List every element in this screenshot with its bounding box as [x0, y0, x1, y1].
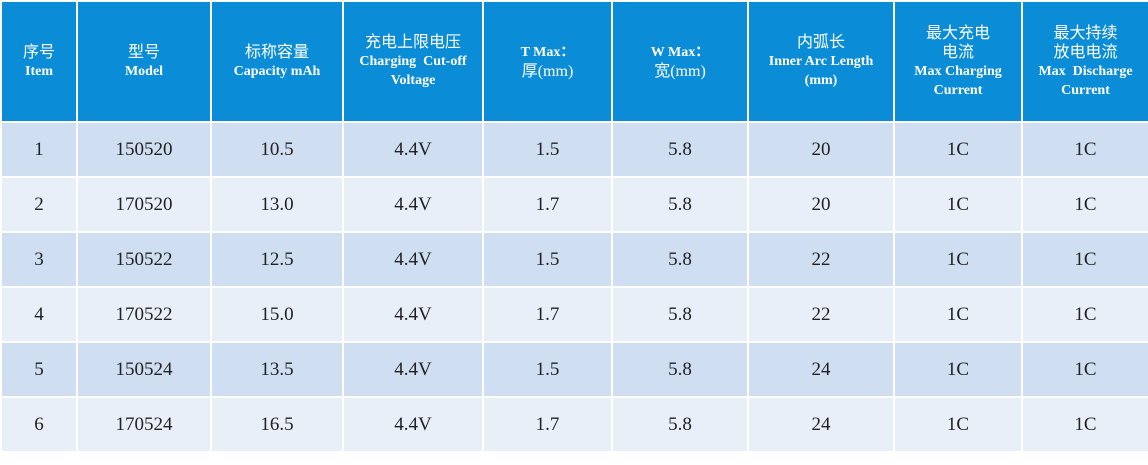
- table-cell: 5: [0, 341, 78, 398]
- table-cell: 5.8: [611, 231, 749, 288]
- table-cell: 1C: [893, 231, 1023, 288]
- header-text: Max Charging: [914, 63, 1002, 79]
- table-cell: 170522: [76, 286, 212, 343]
- header-text: Inner Arc Length: [768, 54, 874, 69]
- table-cell: 4.4V: [342, 231, 484, 288]
- table-header: 序号 Item 型号 Model 标称容量 Capacity mAh 充电上限电压 Charg…: [0, 0, 1148, 123]
- table-cell: 150524: [76, 341, 212, 398]
- header-text: Max Discharge: [1038, 63, 1133, 79]
- table-cell: 170520: [76, 176, 212, 233]
- header-text: Voltage: [390, 73, 436, 88]
- table-row: 6 170524 16.5 4.4V 1.7 5.8 24 1C 1C: [0, 396, 1148, 453]
- table-cell: 22: [747, 231, 895, 288]
- table-cell: 4.4V: [342, 396, 484, 453]
- header-cell: 最大持续 放电电流 Max Discharge Current: [1021, 0, 1148, 123]
- table-cell: 1C: [893, 341, 1023, 398]
- table-cell: 24: [747, 396, 895, 453]
- table-cell: 2: [0, 176, 78, 233]
- table-cell: 5.8: [611, 396, 749, 453]
- header-text: 序号: [22, 43, 55, 61]
- header-cell: 标称容量 Capacity mAh: [210, 0, 344, 123]
- table-row: 4 170522 15.0 4.4V 1.7 5.8 22 1C 1C: [0, 286, 1148, 343]
- table-cell: 1.5: [482, 121, 613, 178]
- table-cell: 4.4V: [342, 121, 484, 178]
- header-text: Model: [124, 63, 164, 79]
- table-cell: 13.5: [210, 341, 344, 398]
- table-cell: 4.4V: [342, 286, 484, 343]
- table-cell: 170524: [76, 396, 212, 453]
- table-cell: 1C: [1021, 396, 1148, 453]
- table-body: 1 150520 10.5 4.4V 1.5 5.8 20 1C 1C 2 170520 13.0 4.…: [0, 121, 1148, 453]
- header-cell: 型号 Model: [76, 0, 212, 123]
- table-cell: 150522: [76, 231, 212, 288]
- header-text: 宽(mm): [654, 62, 706, 80]
- table-cell: 20: [747, 121, 895, 178]
- table-cell: 1C: [893, 121, 1023, 178]
- table-cell: 4.4V: [342, 341, 484, 398]
- table-cell: 1C: [1021, 121, 1148, 178]
- table-cell: 1.7: [482, 176, 613, 233]
- header-text: 最大持续: [1053, 24, 1118, 42]
- table-cell: 1C: [1021, 231, 1148, 288]
- header-text: 标称容量: [244, 43, 309, 61]
- header-row: 序号 Item 型号 Model 标称容量 Capacity mAh 充电上限电压 Charg…: [0, 0, 1148, 123]
- table-cell: 24: [747, 341, 895, 398]
- table-row: 2 170520 13.0 4.4V 1.7 5.8 20 1C 1C: [0, 176, 1148, 233]
- header-text: Current: [933, 82, 983, 98]
- header-text: 型号: [127, 43, 160, 61]
- table-cell: 1C: [893, 176, 1023, 233]
- header-text: Charging Cut-off: [359, 54, 467, 69]
- header-text: 充电上限电压: [364, 34, 461, 51]
- header-text: 放电电流: [1053, 43, 1118, 61]
- header-cell: T Max： 厚(mm): [482, 0, 613, 123]
- table-row: 5 150524 13.5 4.4V 1.5 5.8 24 1C 1C: [0, 341, 1148, 398]
- header-cell: 充电上限电压 Charging Cut-off Voltage: [342, 0, 484, 123]
- header-text: Capacity mAh: [233, 63, 321, 79]
- table-cell: 12.5: [210, 231, 344, 288]
- table-cell: 3: [0, 231, 78, 288]
- header-cell: 序号 Item: [0, 0, 78, 123]
- table-cell: 1.7: [482, 396, 613, 453]
- table-cell: 1.5: [482, 231, 613, 288]
- header-cell: 内弧长 Inner Arc Length (mm): [747, 0, 895, 123]
- table-cell: 1C: [1021, 286, 1148, 343]
- header-text: W Max：: [650, 44, 710, 60]
- table-cell: 22: [747, 286, 895, 343]
- header-text: Current: [1061, 82, 1110, 98]
- table-cell: 13.0: [210, 176, 344, 233]
- header-text: 厚(mm): [521, 62, 574, 80]
- table-cell: 5.8: [611, 121, 749, 178]
- header-text: Item: [25, 63, 53, 79]
- spec-table: 序号 Item 型号 Model 标称容量 Capacity mAh 充电上限电压 Charg…: [0, 0, 1148, 453]
- header-cell: 最大充电 电流 Max Charging Current: [893, 0, 1023, 123]
- table-cell: 1C: [1021, 341, 1148, 398]
- table-cell: 4: [0, 286, 78, 343]
- table-cell: 16.5: [210, 396, 344, 453]
- table-cell: 1C: [893, 396, 1023, 453]
- table-cell: 20: [747, 176, 895, 233]
- table-cell: 4.4V: [342, 176, 484, 233]
- table-cell: 5.8: [611, 176, 749, 233]
- header-text: (mm): [804, 73, 838, 88]
- table-cell: 1.5: [482, 341, 613, 398]
- header-text: 内弧长: [796, 34, 845, 51]
- table-row: 3 150522 12.5 4.4V 1.5 5.8 22 1C 1C: [0, 231, 1148, 288]
- table-cell: 1C: [893, 286, 1023, 343]
- table-cell: 10.5: [210, 121, 344, 178]
- header-text: 最大充电: [925, 24, 990, 42]
- table-cell: 1.7: [482, 286, 613, 343]
- table-cell: 5.8: [611, 341, 749, 398]
- header-text: 电流: [941, 43, 974, 61]
- table-row: 1 150520 10.5 4.4V 1.5 5.8 20 1C 1C: [0, 121, 1148, 178]
- table-cell: 6: [0, 396, 78, 453]
- table-cell: 150520: [76, 121, 212, 178]
- table-cell: 1C: [1021, 176, 1148, 233]
- header-text: T Max：: [520, 44, 575, 60]
- table-cell: 15.0: [210, 286, 344, 343]
- table-cell: 5.8: [611, 286, 749, 343]
- header-cell: W Max： 宽(mm): [611, 0, 749, 123]
- table-cell: 1: [0, 121, 78, 178]
